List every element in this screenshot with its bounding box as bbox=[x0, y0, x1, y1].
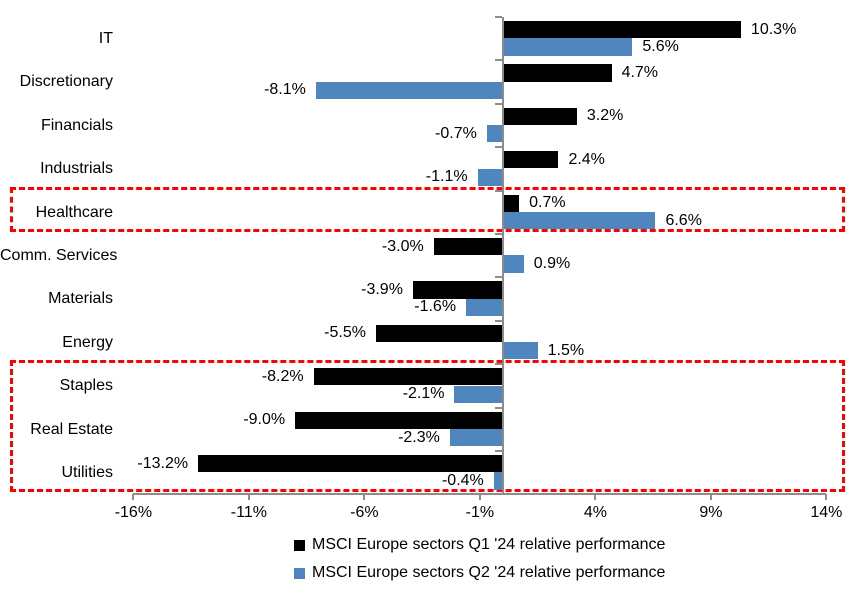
x-tick-label: 9% bbox=[699, 504, 723, 522]
bar-q1 bbox=[313, 368, 503, 386]
bar-q1 bbox=[412, 281, 503, 299]
y-axis-tick bbox=[495, 16, 502, 18]
bar-q2 bbox=[503, 255, 524, 273]
bar-q1 bbox=[375, 324, 503, 343]
value-label-q2: -2.3% bbox=[398, 428, 440, 446]
category-label: Utilities bbox=[61, 464, 113, 481]
category-label: Real Estate bbox=[30, 420, 113, 438]
value-label-q2: -0.7% bbox=[435, 124, 477, 142]
legend-swatch-q1 bbox=[294, 539, 305, 551]
bar-q1 bbox=[503, 151, 559, 169]
value-label-q1: 0.7% bbox=[529, 194, 566, 212]
value-label-q1: 4.7% bbox=[621, 64, 659, 82]
y-axis-tick bbox=[495, 319, 502, 322]
value-label-q2: -1.1% bbox=[425, 168, 468, 186]
x-tick-label: 4% bbox=[583, 504, 607, 522]
category-label: IT bbox=[98, 30, 113, 47]
bar-q2 bbox=[449, 428, 503, 447]
bar-q1 bbox=[503, 107, 577, 126]
legend-item-q1: MSCI Europe sectors Q1 '24 relative perf… bbox=[294, 534, 665, 556]
value-label-q2: -2.1% bbox=[402, 385, 445, 403]
value-label-q2: 6.6% bbox=[665, 211, 702, 229]
value-label-q2: -8.1% bbox=[264, 81, 306, 99]
value-label-q1: -13.2% bbox=[137, 454, 189, 472]
bar-q2 bbox=[466, 298, 503, 316]
x-tick-label: -6% bbox=[350, 504, 379, 522]
x-axis-tick bbox=[594, 494, 597, 501]
value-label-q1: 3.2% bbox=[586, 107, 624, 125]
bar-q2 bbox=[503, 38, 633, 56]
value-label-q2: 5.6% bbox=[642, 37, 679, 55]
bar-q1 bbox=[295, 411, 503, 429]
value-label-q1: 2.4% bbox=[568, 150, 605, 168]
category-label: Materials bbox=[48, 290, 113, 308]
y-axis-tick bbox=[495, 406, 502, 409]
legend-item-q2: MSCI Europe sectors Q2 '24 relative perf… bbox=[294, 562, 665, 584]
legend-swatch-q2 bbox=[294, 567, 305, 579]
bar-q2 bbox=[503, 342, 538, 360]
bar-q1 bbox=[503, 194, 520, 212]
value-label-q1: -5.5% bbox=[324, 324, 366, 342]
x-tick-label: -16% bbox=[114, 504, 153, 522]
category-label: Comm. Services bbox=[0, 247, 118, 264]
x-axis-tick bbox=[709, 494, 712, 501]
category-label: Industrials bbox=[40, 160, 113, 178]
y-axis-tick bbox=[495, 276, 502, 279]
value-label-q2: -0.4% bbox=[441, 471, 484, 489]
y-axis-tick bbox=[495, 102, 502, 105]
bar-q2 bbox=[454, 385, 503, 403]
bar-q1 bbox=[503, 21, 741, 39]
y-axis-tick bbox=[495, 146, 502, 149]
value-label-q1: -8.2% bbox=[261, 367, 304, 385]
bar-q2 bbox=[493, 472, 503, 490]
y-axis-tick bbox=[495, 233, 502, 235]
category-label: Financials bbox=[40, 116, 113, 134]
x-axis-tick bbox=[825, 494, 828, 501]
x-tick-label: 14% bbox=[810, 504, 843, 522]
legend-label-q2: MSCI Europe sectors Q2 '24 relative perf… bbox=[312, 564, 666, 581]
category-label: Energy bbox=[62, 333, 113, 351]
legend-label-q1: MSCI Europe sectors Q1 '24 relative perf… bbox=[312, 536, 666, 553]
value-label-q2: 0.9% bbox=[533, 254, 571, 272]
bar-q1 bbox=[433, 238, 503, 256]
value-label-q1: -9.0% bbox=[243, 411, 286, 429]
value-label-q1: -3.0% bbox=[381, 237, 424, 255]
bar-q1 bbox=[503, 64, 612, 82]
value-label-q2: -1.6% bbox=[414, 298, 457, 316]
bar-q2 bbox=[477, 168, 503, 186]
y-axis-tick bbox=[495, 59, 502, 62]
highlight-box-1 bbox=[10, 186, 845, 232]
y-axis-tick bbox=[495, 189, 502, 192]
category-label: Discretionary bbox=[19, 73, 113, 91]
bar-q1 bbox=[198, 455, 503, 473]
x-axis-tick bbox=[478, 494, 481, 501]
bar-q2 bbox=[486, 125, 503, 143]
value-label-q1: -3.9% bbox=[361, 281, 403, 299]
bar-q2 bbox=[503, 211, 656, 230]
y-axis-line bbox=[502, 17, 504, 495]
category-label: Staples bbox=[59, 377, 113, 395]
value-label-q1: 10.3% bbox=[750, 20, 797, 38]
y-axis-tick bbox=[495, 450, 502, 452]
x-tick-label: -1% bbox=[465, 504, 495, 522]
category-label: Healthcare bbox=[35, 203, 113, 221]
x-axis-tick bbox=[247, 494, 250, 501]
x-axis-tick bbox=[363, 494, 366, 501]
x-tick-label: -11% bbox=[230, 504, 267, 522]
bar-q2 bbox=[315, 81, 503, 99]
x-axis-tick bbox=[132, 494, 135, 501]
value-label-q2: 1.5% bbox=[547, 341, 585, 359]
y-axis-tick bbox=[495, 363, 502, 366]
